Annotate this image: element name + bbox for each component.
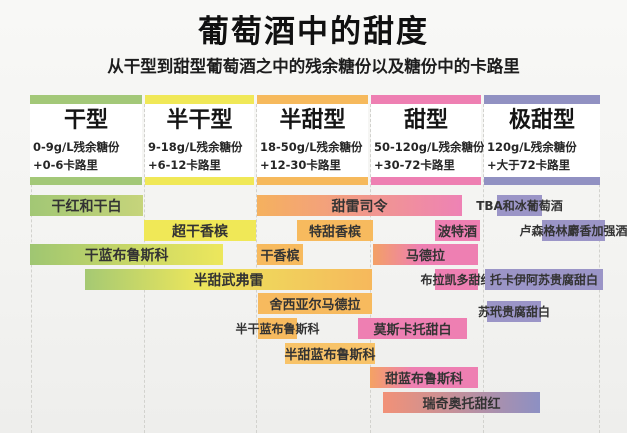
category-calories: +0-6卡路里 [33, 158, 98, 172]
wine-bar: 干蓝布鲁斯科 [30, 244, 223, 265]
category-residual-sugar: 18-50g/L残余糖份 [260, 140, 363, 154]
wine-bar-label: 莫斯卡托甜白 [373, 323, 452, 338]
category-header-body: 干型 0-9g/L残余糖份 +0-6卡路里 [30, 104, 142, 177]
wine-bar-label: 特甜香槟 [308, 225, 361, 240]
wine-bar: 卢森格林麝香加强酒 [520, 220, 627, 241]
wine-bar: 苏玳贵腐甜白 [478, 301, 550, 322]
category-color-strip-top [30, 95, 142, 104]
wine-bar-label: 超干香槟 [172, 223, 228, 240]
wine-bar: 干香槟 [257, 244, 303, 265]
category-boundary-dashed-line [599, 104, 600, 433]
wine-bar: 半干蓝布鲁斯科 [236, 318, 320, 339]
category-color-strip-top [484, 95, 600, 104]
category-color-strip-bottom [145, 177, 254, 185]
category-color-strip-bottom [257, 177, 368, 185]
category-calories: +大于72卡路里 [487, 158, 571, 172]
wine-bar: 超干香槟 [144, 220, 256, 241]
category-header-0: 干型 0-9g/L残余糖份 +0-6卡路里 [30, 95, 142, 185]
wine-bar: 半甜武弗雷 [85, 269, 372, 290]
wine-bar: TBA和冰葡萄酒 [476, 195, 563, 216]
category-calories: +12-30卡路里 [260, 158, 341, 172]
category-boundary-dashed-line [483, 104, 484, 433]
wine-bar-label: 干红和干白 [51, 198, 122, 215]
category-name: 甜型 [403, 108, 448, 133]
category-header-2: 半甜型 18-50g/L残余糖份 +12-30卡路里 [257, 95, 368, 185]
chart-title: 葡萄酒中的甜度 [198, 14, 429, 50]
wine-bar: 特甜香槟 [297, 220, 373, 241]
wine-bar: 甜蓝布鲁斯科 [370, 367, 478, 388]
wine-bar-label: 半干蓝布鲁斯科 [235, 322, 320, 336]
category-color-strip-top [257, 95, 368, 104]
wine-bar-label: 布拉凯多甜红 [420, 273, 493, 287]
wine-bar-label: 苏玳贵腐甜白 [478, 305, 551, 319]
category-boundary-dashed-line [144, 104, 145, 433]
wine-bar: 布拉凯多甜红 [421, 269, 493, 290]
category-name: 干型 [63, 108, 108, 133]
wine-bar: 莫斯卡托甜白 [358, 318, 467, 339]
category-name: 半干型 [166, 108, 233, 133]
category-name: 极甜型 [508, 108, 575, 133]
category-boundary-dashed-line [370, 104, 371, 433]
category-header-1: 半干型 9-18g/L残余糖份 +6-12卡路里 [145, 95, 254, 185]
wine-bar-label: 干香槟 [260, 249, 300, 264]
category-header-body: 极甜型 120g/L残余糖份 +大于72卡路里 [484, 104, 600, 177]
category-calories: +6-12卡路里 [148, 158, 221, 172]
wine-bar: 舍西亚尔马德拉 [258, 293, 372, 314]
category-boundary-dashed-line [31, 104, 32, 433]
wine-bar: 半甜蓝布鲁斯科 [284, 343, 376, 364]
wine-bar-label: 半甜蓝布鲁斯科 [284, 348, 376, 363]
wine-bar: 波特酒 [435, 220, 480, 241]
category-color-strip-bottom [484, 177, 600, 185]
wine-bar: 甜雷司令 [257, 195, 462, 216]
category-boundary-dashed-line [256, 104, 257, 433]
category-residual-sugar: 50-120g/L残余糖份 [374, 140, 485, 154]
wine-bar: 瑞奇奥托甜红 [383, 392, 540, 413]
wine-bar-label: 舍西亚尔马德拉 [269, 298, 361, 313]
category-header-body: 甜型 50-120g/L残余糖份 +30-72卡路里 [371, 104, 485, 177]
category-color-strip-top [371, 95, 481, 104]
wine-bar: 干红和干白 [30, 195, 143, 216]
wine-bar-label: TBA和冰葡萄酒 [476, 199, 563, 213]
wine-bar-label: 干蓝布鲁斯科 [84, 247, 169, 264]
wine-bar: 托卡伊阿苏贵腐甜白 [485, 269, 603, 290]
category-residual-sugar: 120g/L残余糖份 [487, 140, 577, 154]
category-color-strip-bottom [30, 177, 142, 185]
wine-bar-label: 马德拉 [405, 249, 445, 264]
chart-subtitle: 从干型到甜型葡萄酒之中的残余糖份以及糖份中的卡路里 [107, 57, 520, 76]
category-header-3: 甜型 50-120g/L残余糖份 +30-72卡路里 [371, 95, 485, 185]
category-name: 半甜型 [279, 108, 346, 133]
wine-bar-label: 甜蓝布鲁斯科 [384, 372, 463, 387]
category-color-strip-bottom [371, 177, 481, 185]
wine-bar-label: 托卡伊阿苏贵腐甜白 [489, 273, 598, 287]
category-residual-sugar: 0-9g/L残余糖份 [33, 140, 120, 154]
category-header-body: 半甜型 18-50g/L残余糖份 +12-30卡路里 [257, 104, 368, 177]
category-header-body: 半干型 9-18g/L残余糖份 +6-12卡路里 [145, 104, 254, 177]
wine-bar-label: 瑞奇奥托甜红 [422, 397, 501, 412]
category-calories: +30-72卡路里 [374, 158, 455, 172]
wine-bar-label: 波特酒 [437, 225, 477, 240]
category-color-strip-top [145, 95, 254, 104]
category-header-4: 极甜型 120g/L残余糖份 +大于72卡路里 [484, 95, 600, 185]
wine-bar-label: 半甜武弗雷 [193, 272, 264, 289]
wine-bar-label: 卢森格林麝香加强酒 [519, 224, 627, 238]
wine-bar-label: 甜雷司令 [331, 198, 388, 215]
wine-bar: 马德拉 [373, 244, 478, 265]
category-residual-sugar: 9-18g/L残余糖份 [148, 140, 243, 154]
